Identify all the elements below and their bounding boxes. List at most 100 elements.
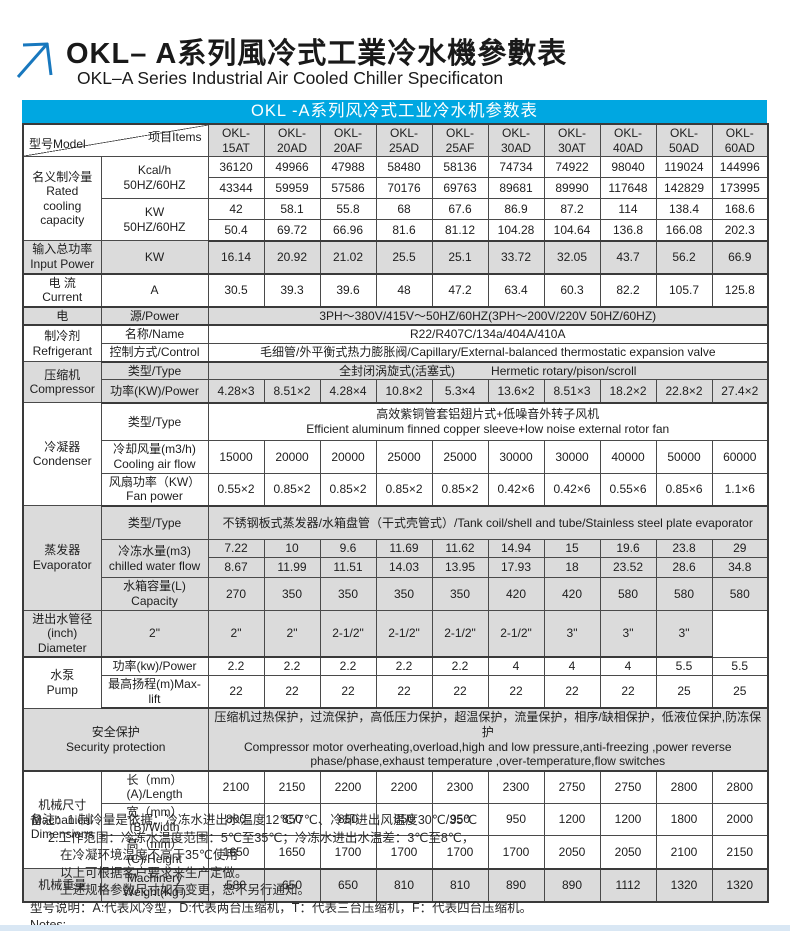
note-line: 上述规格参数尺寸如有变更，恕不另行通知。 bbox=[60, 883, 311, 897]
value-cell: 1320 bbox=[711, 867, 769, 903]
value-cell: 66.96 bbox=[319, 219, 377, 242]
value-cell: 22 bbox=[319, 675, 377, 710]
value-cell: 2.2 bbox=[431, 656, 489, 677]
value-cell: 2050 bbox=[543, 835, 601, 870]
table-row: 电 流 Current A 30.5 39.3 39.6 48 47.2 63.4 60.3 82.… bbox=[22, 272, 769, 308]
value-cell: 9.6 bbox=[319, 539, 377, 559]
note-line: 型号说明：A:代表风冷型，D:代表两台压缩机，T：代表三台压缩机，F：代表四台压… bbox=[30, 900, 533, 915]
item-label: 长（mm）(A)/Length bbox=[100, 770, 209, 804]
value-cell: 74734 bbox=[487, 156, 545, 179]
model-header: OKL- 30AT bbox=[543, 123, 601, 158]
item-label: 控制方式/Control bbox=[100, 342, 209, 363]
value-cell: 81.12 bbox=[431, 219, 489, 242]
value-cell: 69763 bbox=[431, 177, 489, 200]
value-cell: 2" bbox=[207, 609, 265, 659]
item-label: Kcal/h 50HZ/60HZ bbox=[100, 156, 209, 200]
value-cell: 58480 bbox=[375, 156, 433, 179]
model-header: OKL- 30AD bbox=[487, 123, 545, 158]
value-cell: 20000 bbox=[263, 440, 321, 474]
value-cell: 5.5 bbox=[655, 656, 713, 677]
model-header: OKL- 15AT bbox=[207, 123, 265, 158]
note-line: 以上可根据客户要求来生产定做。 bbox=[60, 865, 248, 880]
value-cell: 25 bbox=[711, 675, 769, 710]
value-cell: 25000 bbox=[375, 440, 433, 474]
table-row: 50.4 69.72 66.96 81.6 81.12 104.28 104.64 136.8… bbox=[23, 219, 769, 242]
spec-table-wrap: OKL -A系列风冷式工业冷水机参数表 型号Model 项目Items OKL- 15… bbox=[22, 100, 769, 903]
row-label: 电 流 Current bbox=[22, 272, 102, 308]
item-label: 源/Power bbox=[100, 306, 209, 327]
value-cell: 40000 bbox=[599, 440, 657, 474]
value-cell: 1700 bbox=[487, 835, 545, 870]
table-title-banner: OKL -A系列风冷式工业冷水机参数表 bbox=[22, 100, 767, 123]
value-cell: 350 bbox=[431, 577, 489, 611]
value-cell: 2.2 bbox=[207, 656, 265, 677]
value-cell: 950 bbox=[487, 802, 545, 837]
value-cell: 0.85×6 bbox=[655, 472, 713, 507]
value-cell: 0.42×6 bbox=[543, 472, 601, 507]
model-header: OKL- 60AD bbox=[711, 123, 769, 158]
value-cell: 3" bbox=[655, 609, 713, 659]
value-cell: 144996 bbox=[711, 156, 769, 179]
value-cell: 1650 bbox=[207, 835, 265, 870]
value-cell: 850 bbox=[263, 802, 321, 837]
value-cell: 86.9 bbox=[487, 198, 545, 221]
value-cell: 19.6 bbox=[599, 539, 657, 559]
value-cell: 202.3 bbox=[711, 219, 769, 242]
value-cell: 56.2 bbox=[655, 240, 713, 275]
value-cell: 136.8 bbox=[599, 219, 657, 242]
value-cell: 30000 bbox=[543, 440, 601, 474]
value-cell: 11.99 bbox=[263, 557, 321, 579]
item-label: A bbox=[100, 272, 209, 308]
value-cell: 2-1/2" bbox=[375, 609, 433, 659]
value-cell: 17.93 bbox=[487, 557, 545, 579]
item-label: KW 50HZ/60HZ bbox=[100, 198, 209, 242]
value-cell: 69.72 bbox=[263, 219, 321, 242]
value-cell: 650 bbox=[263, 867, 321, 903]
value-cell: 1.1×6 bbox=[711, 472, 769, 507]
value-cell: 30000 bbox=[487, 440, 545, 474]
value-cell: 49966 bbox=[263, 156, 321, 179]
value-cell: 60000 bbox=[711, 440, 769, 474]
item-label: KW bbox=[100, 240, 209, 275]
value-cell: 168.6 bbox=[711, 198, 769, 221]
corner-model-label: 型号Model bbox=[29, 136, 86, 151]
table-row: 宽（mm）(B)/Width 800 850 850 850 950 950 1200 1200… bbox=[23, 802, 769, 837]
value-cell: 950 bbox=[431, 802, 489, 837]
value-cell: 350 bbox=[319, 577, 377, 611]
row-label: 冷凝器 Condenser bbox=[22, 402, 102, 507]
item-label: 类型/Type bbox=[100, 361, 209, 381]
model-header: OKL- 20AF bbox=[319, 123, 377, 158]
table-row: 风扇功率（KW） Fan power 0.55×2 0.85×2 0.85×2 0.85×… bbox=[23, 472, 769, 507]
value-cell: 270 bbox=[207, 577, 265, 611]
value-cell: 66.9 bbox=[711, 240, 769, 275]
value-cell: 2750 bbox=[543, 770, 601, 804]
table-row: 制冷剂 Refrigerant 名称/Name R22/R407C/134a/404A… bbox=[22, 324, 769, 363]
value-cell: 23.8 bbox=[655, 539, 713, 559]
value-cell: 8.67 bbox=[207, 557, 265, 579]
value-cell: 166.08 bbox=[655, 219, 713, 242]
value-cell: 59959 bbox=[263, 177, 321, 200]
table-row: KW 50HZ/60HZ 42 58.1 55.8 68 67.6 86.9 87.2 114 13… bbox=[23, 198, 769, 242]
item-label: 功率(kw)/Power bbox=[100, 656, 209, 677]
value-cell: 1700 bbox=[319, 835, 377, 870]
value-cell: 580 bbox=[711, 577, 769, 611]
value-cell: 1800 bbox=[655, 802, 713, 837]
value-cell: 15 bbox=[543, 539, 601, 559]
table-row: 冷冻水量(m3) chilled water flow 7.22 10 9.6 11.69… bbox=[23, 539, 769, 579]
value-cell: 25.5 bbox=[375, 240, 433, 275]
value-cell: 850 bbox=[375, 802, 433, 837]
note-line: 2.工作范围：冷冻水温度范围：5℃至35℃；冷冻水进出水温差：3℃至8℃， bbox=[48, 830, 475, 845]
value-cell: 48 bbox=[375, 272, 433, 308]
value-cell: 高效紫铜管套铝翅片式+低噪音外转子风机 Efficient aluminum fi… bbox=[207, 402, 769, 442]
value-cell: 18 bbox=[543, 557, 601, 579]
value-cell: 22 bbox=[431, 675, 489, 710]
value-cell: 800 bbox=[207, 802, 265, 837]
value-cell: 2300 bbox=[487, 770, 545, 804]
value-cell: 2200 bbox=[319, 770, 377, 804]
table-row: 名义制冷量 Rated cooling capacity Kcal/h 50HZ/60HZ… bbox=[22, 156, 769, 242]
value-cell: 14.94 bbox=[487, 539, 545, 559]
table-row: 8.67 11.99 11.51 14.03 13.95 17.93 18 23.52 28.6… bbox=[23, 557, 769, 579]
item-label: 名称/Name bbox=[100, 324, 209, 345]
item-label: 高（mm）(C)/Height bbox=[100, 835, 209, 870]
value-cell: 22 bbox=[487, 675, 545, 710]
